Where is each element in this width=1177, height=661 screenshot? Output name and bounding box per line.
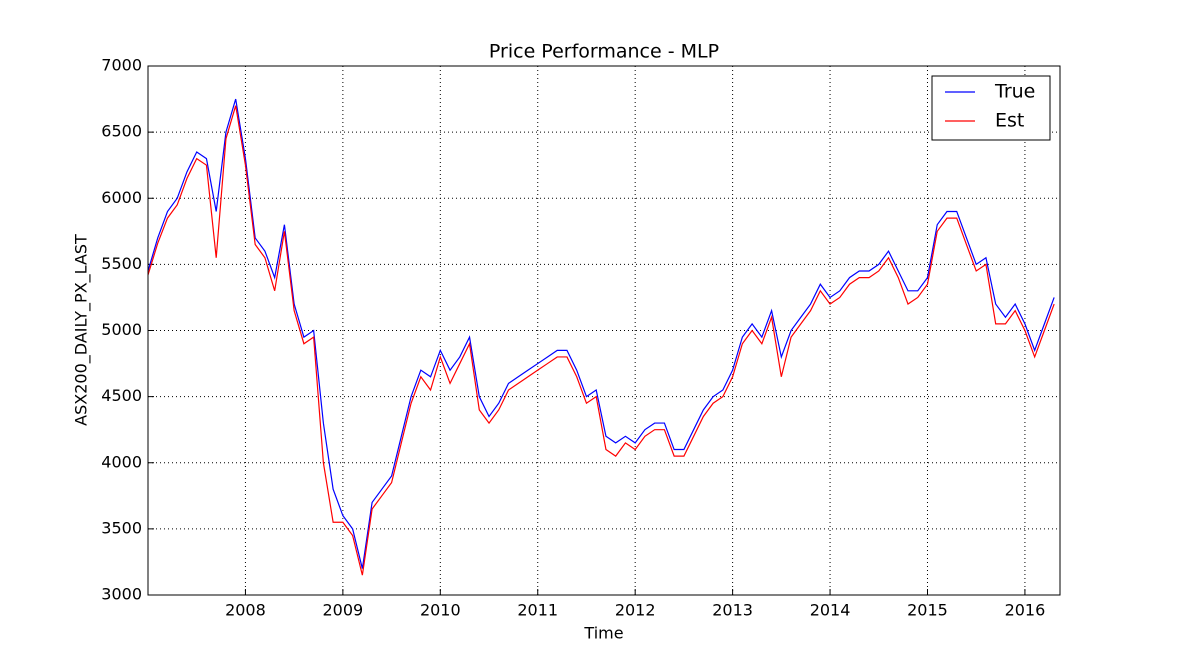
y-tick-label: 6500 bbox=[101, 122, 142, 141]
y-tick-label: 6000 bbox=[101, 188, 142, 207]
y-tick-label: 4000 bbox=[101, 452, 142, 471]
y-tick-label: 7000 bbox=[101, 56, 142, 75]
y-tick-label: 3000 bbox=[101, 585, 142, 604]
x-tick-label: 2013 bbox=[712, 601, 753, 620]
series-line bbox=[147, 98, 1055, 569]
chart-title: Price Performance - MLP bbox=[489, 41, 719, 63]
y-tick-label: 4500 bbox=[101, 386, 142, 405]
x-tick-label: 2015 bbox=[907, 601, 948, 620]
x-tick-label: 2014 bbox=[810, 601, 851, 620]
legend-box bbox=[931, 75, 1051, 141]
x-tick-label: 2009 bbox=[323, 601, 364, 620]
x-tick-label: 2012 bbox=[615, 601, 656, 620]
x-tick-label: 2008 bbox=[225, 601, 266, 620]
y-tick-label: 5500 bbox=[101, 254, 142, 273]
x-axis-label: Time bbox=[583, 624, 623, 643]
legend-label: Est bbox=[995, 110, 1024, 132]
series-line bbox=[147, 105, 1055, 576]
x-tick-label: 2016 bbox=[1005, 601, 1046, 620]
y-tick-label: 3500 bbox=[101, 518, 142, 537]
y-tick-label: 5000 bbox=[101, 320, 142, 339]
legend-label: True bbox=[994, 81, 1035, 103]
x-tick-label: 2011 bbox=[517, 601, 558, 620]
y-axis-label: ASX200_DAILY_PX_LAST bbox=[72, 234, 92, 426]
x-tick-label: 2010 bbox=[420, 601, 461, 620]
plot-frame bbox=[147, 65, 1061, 596]
